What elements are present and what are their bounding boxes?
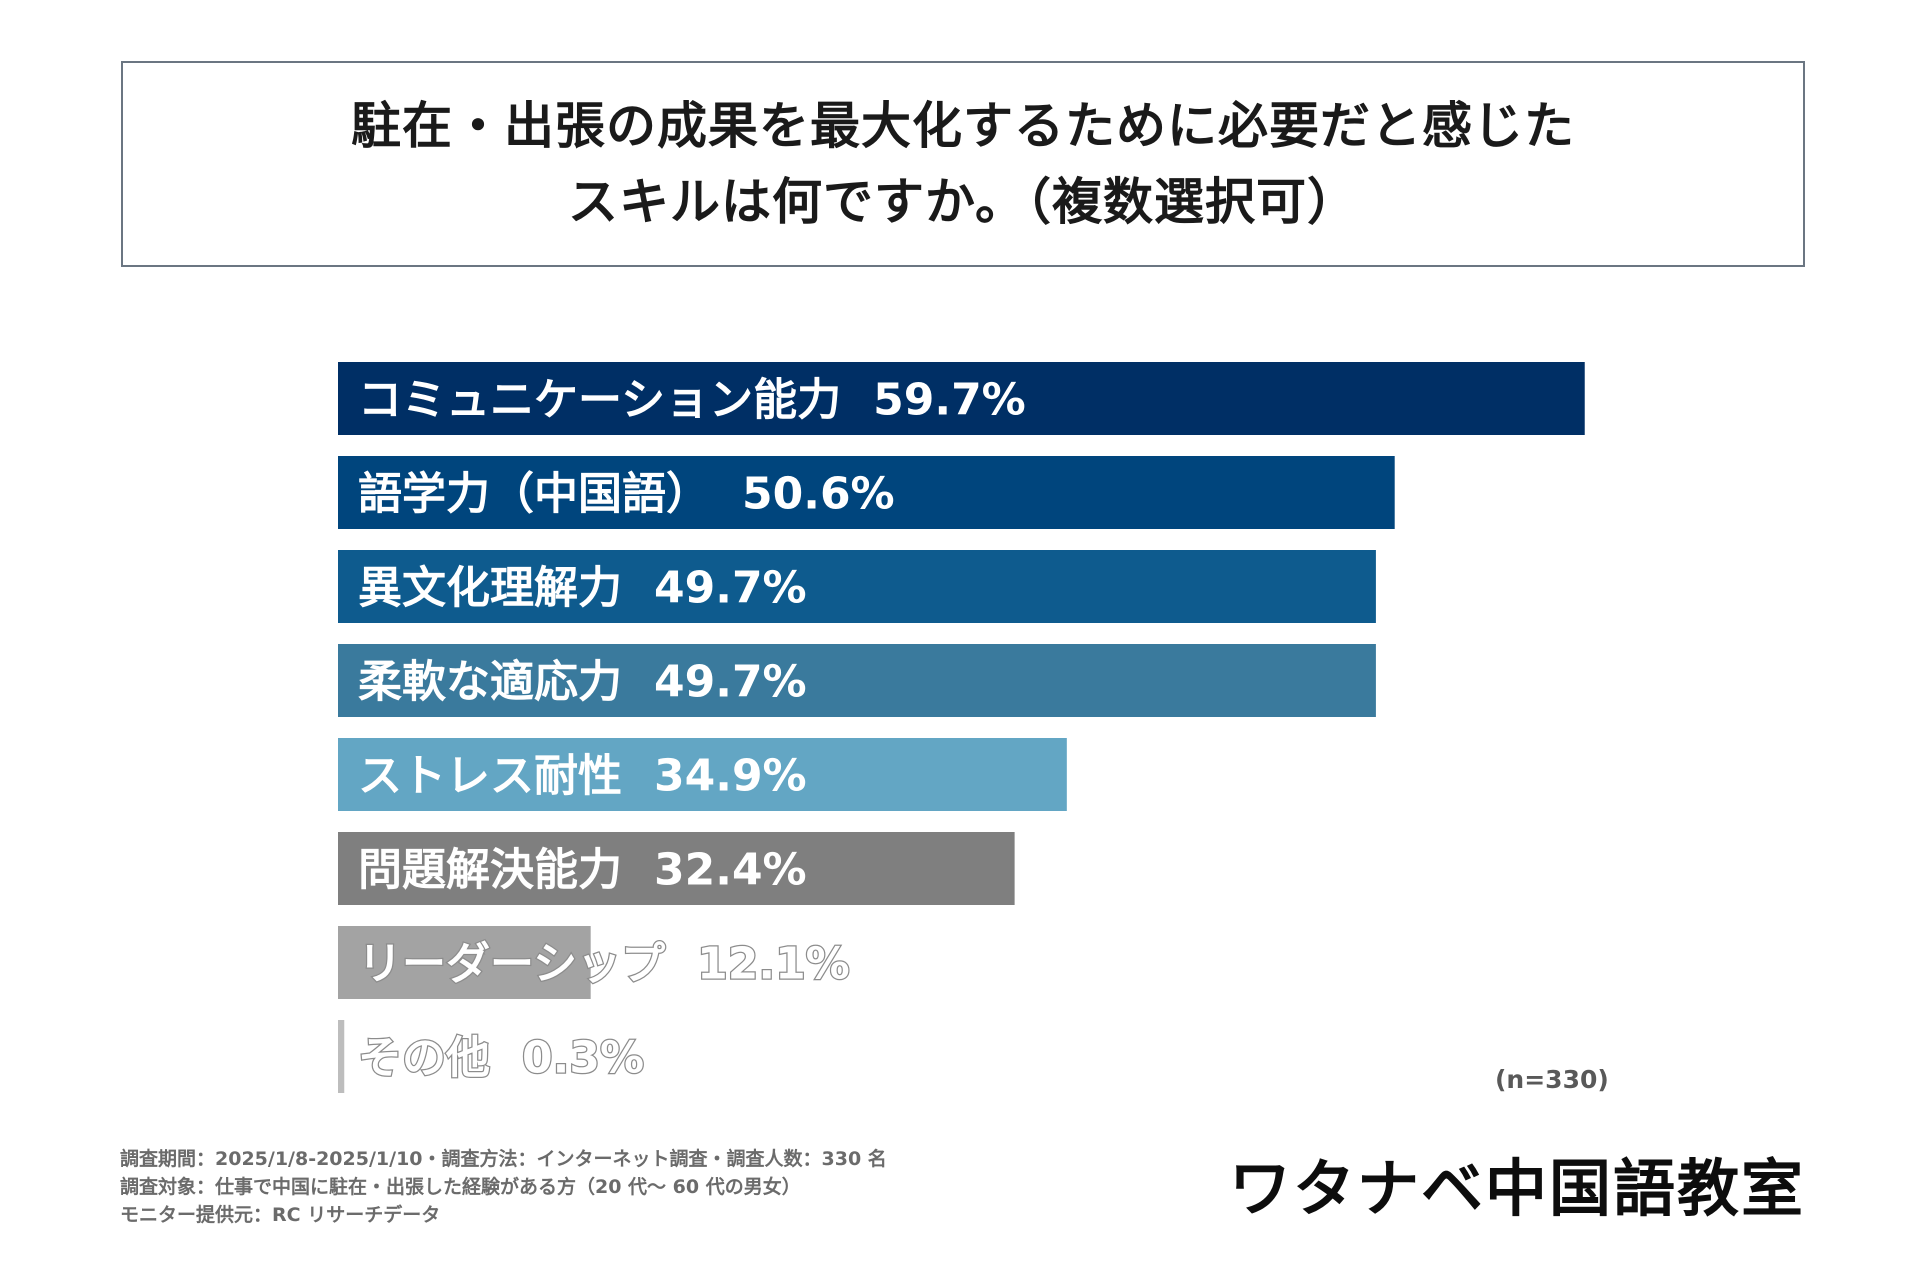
category-label-4: ストレス耐性 xyxy=(358,750,622,801)
bar-label-7: その他 0.3% xyxy=(358,1032,644,1083)
sample-size-label: (n=330) xyxy=(1495,1065,1609,1094)
brand-logo: ワタナベ中国語教室 xyxy=(1228,1152,1805,1225)
category-label-3: 柔軟な適応力 xyxy=(358,656,622,707)
bar-4 xyxy=(338,738,1067,811)
bar-6 xyxy=(338,926,591,999)
chart-title-line-1: 駐在・出張の成果を最大化するために必要だと感じた xyxy=(351,97,1575,155)
value-label-1: 50.6% xyxy=(742,468,895,519)
bar-5 xyxy=(338,832,1015,905)
category-label-7: その他 xyxy=(358,1032,490,1083)
bar-label-4: ストレス耐性 34.9% xyxy=(358,750,807,801)
category-label-0: コミュニケーション能力 xyxy=(358,374,841,425)
bar-label-2: 異文化理解力 49.7% xyxy=(358,562,807,613)
chart-title-line-2: スキルは何ですか。（複数選択可） xyxy=(568,173,1358,231)
chart-title-box: 駐在・出張の成果を最大化するために必要だと感じた スキルは何ですか。（複数選択可… xyxy=(121,61,1805,267)
value-label-6: 12.1% xyxy=(697,938,850,989)
bar-0 xyxy=(338,362,1585,435)
footnote-period: 調査期間：2025/1/8-2025/1/10・調査方法：インターネット調査・調… xyxy=(120,1148,887,1170)
value-label-4: 34.9% xyxy=(654,750,807,801)
category-label-5: 問題解決能力 xyxy=(358,844,622,895)
value-label-7: 0.3% xyxy=(522,1032,644,1083)
footnote-source: モニター提供元：RC リサーチデータ xyxy=(120,1204,441,1226)
value-label-2: 49.7% xyxy=(654,562,807,613)
bar-label-5: 問題解決能力 32.4% xyxy=(358,844,807,895)
category-label-2: 異文化理解力 xyxy=(358,562,622,613)
value-label-5: 32.4% xyxy=(654,844,807,895)
value-label-0: 59.7% xyxy=(873,374,1026,425)
category-label-1: 語学力（中国語） xyxy=(358,468,710,519)
bar-1 xyxy=(338,456,1395,529)
survey-footnotes: 調査期間：2025/1/8-2025/1/10・調査方法：インターネット調査・調… xyxy=(120,1145,887,1229)
bar-label-3: 柔軟な適応力 49.7% xyxy=(358,656,807,707)
category-label-6: リーダーシップ xyxy=(358,938,665,989)
footnote-target: 調査対象：仕事で中国に駐在・出張した経験がある方（20 代〜 60 代の男女） xyxy=(120,1176,801,1198)
bar-3 xyxy=(338,644,1376,717)
bar-label-6: リーダーシップ 12.1% xyxy=(358,938,850,989)
bar-7 xyxy=(338,1020,345,1093)
bar-label-0: コミュニケーション能力 59.7% xyxy=(358,374,1026,425)
bar-2 xyxy=(338,550,1376,623)
value-label-3: 49.7% xyxy=(654,656,807,707)
bar-label-1: 語学力（中国語） 50.6% xyxy=(358,468,895,519)
